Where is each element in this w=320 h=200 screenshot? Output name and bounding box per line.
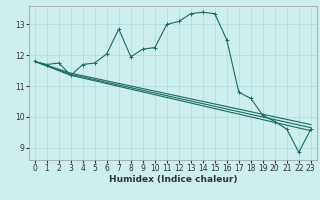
X-axis label: Humidex (Indice chaleur): Humidex (Indice chaleur) [108,175,237,184]
